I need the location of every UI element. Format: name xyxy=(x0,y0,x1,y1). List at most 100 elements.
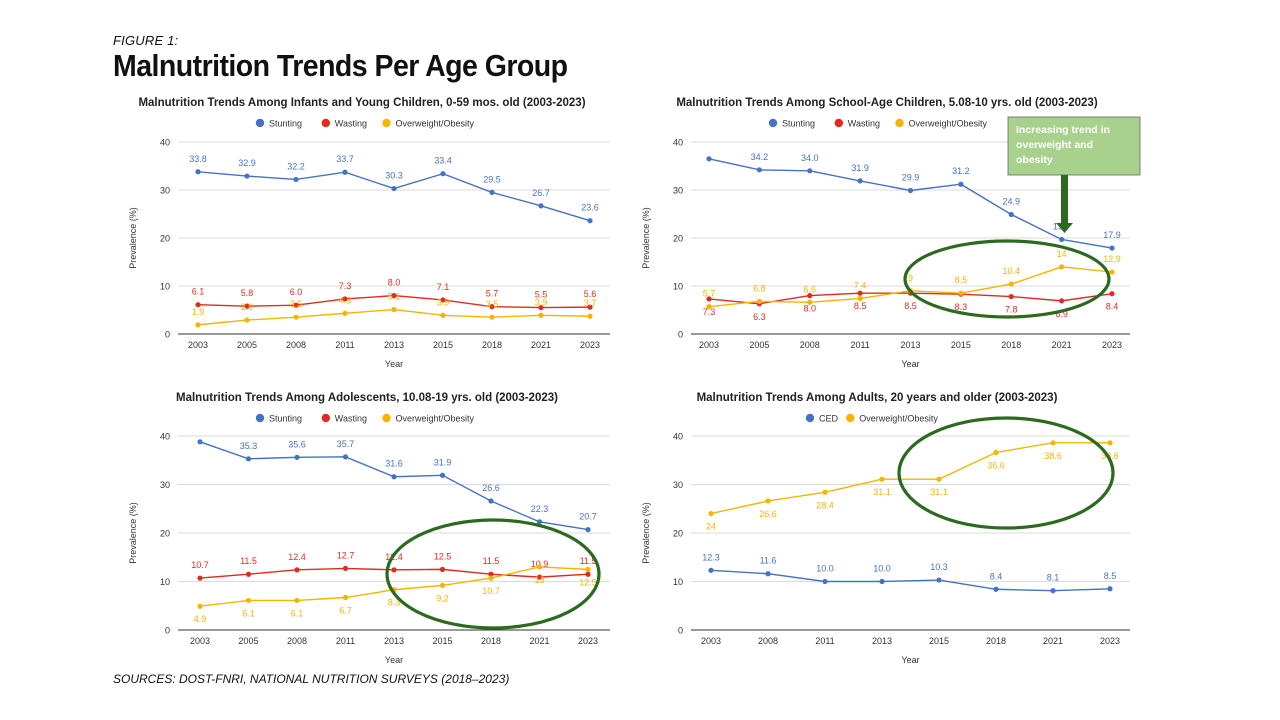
data-label: 4.3 xyxy=(339,295,352,305)
data-label: 8.5 xyxy=(1104,571,1117,581)
legend-label: Wasting xyxy=(848,119,880,129)
x-tick-label: 2021 xyxy=(1043,636,1063,646)
data-label: 11.5 xyxy=(240,556,257,566)
data-point xyxy=(244,173,250,179)
legend-marker xyxy=(382,118,391,128)
sources-note: SOURCES: DOST-FNRI, NATIONAL NUTRITION S… xyxy=(113,672,510,686)
data-point xyxy=(585,571,591,577)
data-label: 36.6 xyxy=(987,460,1005,470)
x-tick-label: 2023 xyxy=(580,340,600,350)
y-axis-title: Prevalence (%) xyxy=(128,502,138,564)
data-point xyxy=(538,305,544,311)
data-point xyxy=(391,567,397,573)
data-label: 5.6 xyxy=(584,289,597,299)
data-point xyxy=(245,571,252,577)
x-tick-label: 2015 xyxy=(432,636,452,646)
data-label: 6.8 xyxy=(753,283,766,293)
legend-marker xyxy=(768,118,778,128)
data-point xyxy=(439,582,446,588)
data-label: 8.0 xyxy=(388,278,401,288)
legend-marker xyxy=(895,118,904,128)
x-tick-label: 2013 xyxy=(384,340,404,350)
y-tick-label: 10 xyxy=(160,577,170,587)
highlight-ellipse xyxy=(903,239,1111,319)
data-point xyxy=(342,296,348,302)
data-point xyxy=(807,299,813,305)
data-point xyxy=(765,571,771,577)
series-line xyxy=(199,441,589,531)
highlight-ellipse xyxy=(385,518,601,630)
data-label: 6.0 xyxy=(290,287,303,297)
data-point xyxy=(488,571,494,577)
data-point xyxy=(197,439,203,445)
data-label: 31.9 xyxy=(851,163,869,173)
x-tick-label: 2021 xyxy=(529,636,549,646)
chart-title: Malnutrition Trends Among Adolescents, 1… xyxy=(176,392,558,404)
data-label: 38.6 xyxy=(1101,451,1119,461)
y-tick-label: 30 xyxy=(160,480,170,490)
data-point xyxy=(857,178,863,184)
data-label: 8.5 xyxy=(904,301,917,311)
data-label: 7.3 xyxy=(339,281,352,291)
x-tick-label: 2015 xyxy=(951,340,971,350)
data-label: 26.7 xyxy=(532,188,550,198)
x-tick-label: 2015 xyxy=(929,636,949,646)
x-tick-label: 2023 xyxy=(578,636,598,646)
data-label: 7.3 xyxy=(703,307,716,317)
y-axis-title: Prevalence (%) xyxy=(128,207,138,269)
chart-infants: Malnutrition Trends Among Infants and Yo… xyxy=(128,97,610,369)
y-tick-label: 20 xyxy=(673,529,683,539)
data-label: 12.7 xyxy=(337,550,355,560)
chart-title: Malnutrition Trends Among Adults, 20 yea… xyxy=(697,392,1058,404)
data-label: 5.7 xyxy=(703,289,716,299)
data-label: 6.1 xyxy=(291,608,304,618)
data-label: 22.3 xyxy=(531,504,549,514)
callout-text: overweight and xyxy=(1016,139,1093,151)
data-point xyxy=(765,498,771,504)
data-label: 20.7 xyxy=(579,512,597,522)
data-point xyxy=(342,565,349,572)
data-label: 35.6 xyxy=(288,439,306,449)
data-point xyxy=(293,176,299,183)
legend-marker xyxy=(255,118,265,128)
legend-label: Wasting xyxy=(335,119,367,129)
data-point xyxy=(708,567,714,573)
y-tick-label: 10 xyxy=(673,282,683,292)
x-tick-label: 2018 xyxy=(986,636,1006,646)
data-label: 33.4 xyxy=(434,156,452,166)
data-label: 2.9 xyxy=(241,302,254,312)
data-point xyxy=(489,314,495,320)
data-point xyxy=(1109,269,1115,275)
data-label: 8.3 xyxy=(955,302,968,312)
y-tick-label: 0 xyxy=(165,626,170,636)
data-label: 34.2 xyxy=(751,152,769,162)
data-point xyxy=(195,322,201,328)
data-label: 4.9 xyxy=(194,614,207,624)
data-point xyxy=(1109,291,1115,297)
data-point xyxy=(244,317,250,323)
data-point xyxy=(1050,440,1056,446)
legend-label: CED xyxy=(819,414,839,424)
x-tick-label: 2005 xyxy=(238,636,258,646)
figure-title: Malnutrition Trends Per Age Group xyxy=(113,48,568,83)
data-label: 38.6 xyxy=(1044,451,1062,461)
legend-label: Stunting xyxy=(269,414,302,424)
x-tick-label: 2005 xyxy=(237,340,257,350)
data-label: 31.1 xyxy=(873,487,891,497)
data-point xyxy=(391,185,397,192)
x-tick-label: 2003 xyxy=(701,636,721,646)
data-label: 12.3 xyxy=(702,552,720,562)
data-point xyxy=(857,290,863,296)
data-label: 3.9 xyxy=(437,297,450,307)
legend-marker xyxy=(805,413,815,423)
data-point xyxy=(1059,264,1065,270)
series-line xyxy=(710,442,1110,515)
data-label: 11.5 xyxy=(483,556,500,566)
chart-adults: Malnutrition Trends Among Adults, 20 yea… xyxy=(641,392,1130,665)
data-point xyxy=(993,586,999,592)
data-point xyxy=(907,187,914,194)
data-label: 5.7 xyxy=(486,289,499,299)
data-label: 32.9 xyxy=(238,158,256,168)
data-label: 35.3 xyxy=(240,441,258,451)
data-point xyxy=(342,454,349,460)
